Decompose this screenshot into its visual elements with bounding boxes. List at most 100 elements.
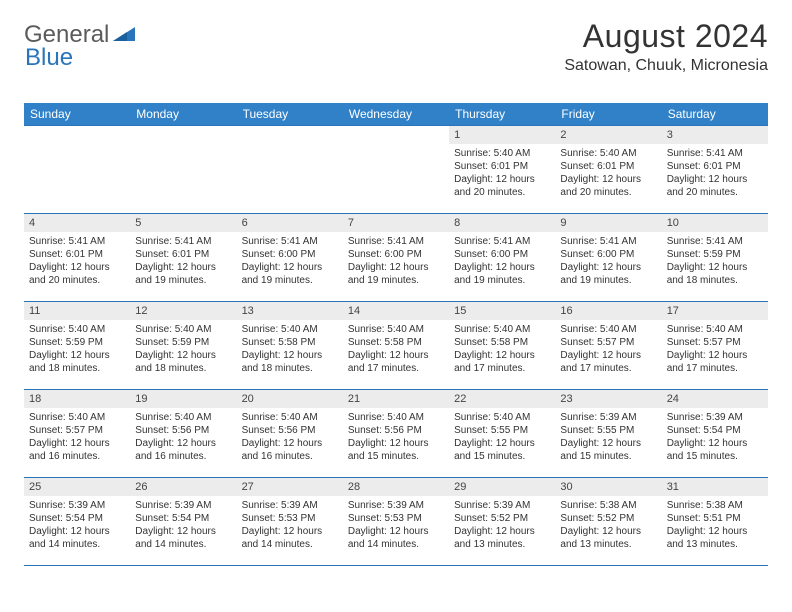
calendar-day-cell: [237, 126, 343, 214]
day-details: Sunrise: 5:40 AMSunset: 5:58 PMDaylight:…: [237, 320, 343, 378]
calendar-day-cell: 17Sunrise: 5:40 AMSunset: 5:57 PMDayligh…: [662, 302, 768, 390]
day-header: Sunday: [24, 103, 130, 126]
day-header: Thursday: [449, 103, 555, 126]
calendar-day-cell: 4Sunrise: 5:41 AMSunset: 6:01 PMDaylight…: [24, 214, 130, 302]
calendar-day-cell: 27Sunrise: 5:39 AMSunset: 5:53 PMDayligh…: [237, 478, 343, 566]
day-number: 31: [662, 478, 768, 496]
day-details: Sunrise: 5:41 AMSunset: 6:01 PMDaylight:…: [24, 232, 130, 290]
day-header: Monday: [130, 103, 236, 126]
calendar-day-cell: 16Sunrise: 5:40 AMSunset: 5:57 PMDayligh…: [555, 302, 661, 390]
calendar-week-row: 25Sunrise: 5:39 AMSunset: 5:54 PMDayligh…: [24, 478, 768, 566]
day-number: 10: [662, 214, 768, 232]
day-details: Sunrise: 5:39 AMSunset: 5:52 PMDaylight:…: [449, 496, 555, 554]
day-number: 30: [555, 478, 661, 496]
day-number: 21: [343, 390, 449, 408]
day-details: Sunrise: 5:40 AMSunset: 5:55 PMDaylight:…: [449, 408, 555, 466]
day-details: Sunrise: 5:40 AMSunset: 6:01 PMDaylight:…: [555, 144, 661, 202]
calendar-body: 1Sunrise: 5:40 AMSunset: 6:01 PMDaylight…: [24, 126, 768, 566]
calendar-table: SundayMondayTuesdayWednesdayThursdayFrid…: [24, 103, 768, 566]
calendar-day-cell: 25Sunrise: 5:39 AMSunset: 5:54 PMDayligh…: [24, 478, 130, 566]
calendar-day-cell: 30Sunrise: 5:38 AMSunset: 5:52 PMDayligh…: [555, 478, 661, 566]
calendar-week-row: 4Sunrise: 5:41 AMSunset: 6:01 PMDaylight…: [24, 214, 768, 302]
day-details: Sunrise: 5:41 AMSunset: 6:01 PMDaylight:…: [662, 144, 768, 202]
day-details: Sunrise: 5:38 AMSunset: 5:51 PMDaylight:…: [662, 496, 768, 554]
day-details: Sunrise: 5:40 AMSunset: 5:57 PMDaylight:…: [662, 320, 768, 378]
calendar-day-cell: 5Sunrise: 5:41 AMSunset: 6:01 PMDaylight…: [130, 214, 236, 302]
day-number: 17: [662, 302, 768, 320]
calendar-day-cell: 12Sunrise: 5:40 AMSunset: 5:59 PMDayligh…: [130, 302, 236, 390]
calendar-week-row: 11Sunrise: 5:40 AMSunset: 5:59 PMDayligh…: [24, 302, 768, 390]
day-number: 2: [555, 126, 661, 144]
calendar-week-row: 1Sunrise: 5:40 AMSunset: 6:01 PMDaylight…: [24, 126, 768, 214]
day-details: Sunrise: 5:41 AMSunset: 6:00 PMDaylight:…: [237, 232, 343, 290]
calendar-day-cell: 20Sunrise: 5:40 AMSunset: 5:56 PMDayligh…: [237, 390, 343, 478]
calendar-day-cell: [24, 126, 130, 214]
day-number: 29: [449, 478, 555, 496]
day-details: Sunrise: 5:38 AMSunset: 5:52 PMDaylight:…: [555, 496, 661, 554]
calendar-day-cell: 28Sunrise: 5:39 AMSunset: 5:53 PMDayligh…: [343, 478, 449, 566]
day-number: 7: [343, 214, 449, 232]
day-number: 23: [555, 390, 661, 408]
day-details: Sunrise: 5:39 AMSunset: 5:54 PMDaylight:…: [24, 496, 130, 554]
calendar-day-cell: 14Sunrise: 5:40 AMSunset: 5:58 PMDayligh…: [343, 302, 449, 390]
day-details: Sunrise: 5:41 AMSunset: 5:59 PMDaylight:…: [662, 232, 768, 290]
calendar-day-cell: 10Sunrise: 5:41 AMSunset: 5:59 PMDayligh…: [662, 214, 768, 302]
day-details: Sunrise: 5:40 AMSunset: 5:59 PMDaylight:…: [130, 320, 236, 378]
day-number: 26: [130, 478, 236, 496]
day-details: Sunrise: 5:40 AMSunset: 6:01 PMDaylight:…: [449, 144, 555, 202]
day-number: 14: [343, 302, 449, 320]
calendar-day-cell: 11Sunrise: 5:40 AMSunset: 5:59 PMDayligh…: [24, 302, 130, 390]
day-number: 25: [24, 478, 130, 496]
calendar-day-cell: 19Sunrise: 5:40 AMSunset: 5:56 PMDayligh…: [130, 390, 236, 478]
calendar-day-cell: 8Sunrise: 5:41 AMSunset: 6:00 PMDaylight…: [449, 214, 555, 302]
day-details: Sunrise: 5:40 AMSunset: 5:57 PMDaylight:…: [555, 320, 661, 378]
calendar-day-cell: 29Sunrise: 5:39 AMSunset: 5:52 PMDayligh…: [449, 478, 555, 566]
calendar-day-cell: 26Sunrise: 5:39 AMSunset: 5:54 PMDayligh…: [130, 478, 236, 566]
calendar-day-cell: 24Sunrise: 5:39 AMSunset: 5:54 PMDayligh…: [662, 390, 768, 478]
day-number: 15: [449, 302, 555, 320]
day-details: Sunrise: 5:40 AMSunset: 5:56 PMDaylight:…: [343, 408, 449, 466]
day-number: 8: [449, 214, 555, 232]
day-number: 13: [237, 302, 343, 320]
calendar-day-cell: 9Sunrise: 5:41 AMSunset: 6:00 PMDaylight…: [555, 214, 661, 302]
calendar-day-cell: 6Sunrise: 5:41 AMSunset: 6:00 PMDaylight…: [237, 214, 343, 302]
day-number: 22: [449, 390, 555, 408]
calendar-day-cell: 13Sunrise: 5:40 AMSunset: 5:58 PMDayligh…: [237, 302, 343, 390]
calendar-day-cell: 31Sunrise: 5:38 AMSunset: 5:51 PMDayligh…: [662, 478, 768, 566]
calendar-day-cell: 1Sunrise: 5:40 AMSunset: 6:01 PMDaylight…: [449, 126, 555, 214]
day-details: Sunrise: 5:41 AMSunset: 6:00 PMDaylight:…: [343, 232, 449, 290]
day-number: 3: [662, 126, 768, 144]
month-title: August 2024: [564, 18, 768, 55]
day-details: Sunrise: 5:39 AMSunset: 5:53 PMDaylight:…: [237, 496, 343, 554]
day-details: Sunrise: 5:40 AMSunset: 5:57 PMDaylight:…: [24, 408, 130, 466]
day-details: Sunrise: 5:39 AMSunset: 5:54 PMDaylight:…: [130, 496, 236, 554]
logo-text-blue: Blue: [25, 44, 73, 71]
calendar-day-cell: 21Sunrise: 5:40 AMSunset: 5:56 PMDayligh…: [343, 390, 449, 478]
day-details: Sunrise: 5:40 AMSunset: 5:59 PMDaylight:…: [24, 320, 130, 378]
calendar-day-cell: 18Sunrise: 5:40 AMSunset: 5:57 PMDayligh…: [24, 390, 130, 478]
location-text: Satowan, Chuuk, Micronesia: [564, 57, 768, 75]
day-details: Sunrise: 5:39 AMSunset: 5:55 PMDaylight:…: [555, 408, 661, 466]
calendar-day-cell: 3Sunrise: 5:41 AMSunset: 6:01 PMDaylight…: [662, 126, 768, 214]
calendar-day-cell: 7Sunrise: 5:41 AMSunset: 6:00 PMDaylight…: [343, 214, 449, 302]
calendar-day-cell: [343, 126, 449, 214]
calendar-day-cell: 2Sunrise: 5:40 AMSunset: 6:01 PMDaylight…: [555, 126, 661, 214]
day-number: 6: [237, 214, 343, 232]
day-number: 18: [24, 390, 130, 408]
title-block: August 2024 Satowan, Chuuk, Micronesia: [564, 18, 768, 75]
day-details: Sunrise: 5:41 AMSunset: 6:00 PMDaylight:…: [449, 232, 555, 290]
calendar-day-cell: [130, 126, 236, 214]
day-details: Sunrise: 5:40 AMSunset: 5:58 PMDaylight:…: [449, 320, 555, 378]
day-number: 16: [555, 302, 661, 320]
day-number: 9: [555, 214, 661, 232]
day-header: Saturday: [662, 103, 768, 126]
day-details: Sunrise: 5:41 AMSunset: 6:01 PMDaylight:…: [130, 232, 236, 290]
page-header: General August 2024 Satowan, Chuuk, Micr…: [24, 18, 768, 75]
day-number: 12: [130, 302, 236, 320]
day-header: Wednesday: [343, 103, 449, 126]
day-details: Sunrise: 5:39 AMSunset: 5:54 PMDaylight:…: [662, 408, 768, 466]
calendar-day-cell: 22Sunrise: 5:40 AMSunset: 5:55 PMDayligh…: [449, 390, 555, 478]
day-number: 1: [449, 126, 555, 144]
day-header: Friday: [555, 103, 661, 126]
day-number: 28: [343, 478, 449, 496]
